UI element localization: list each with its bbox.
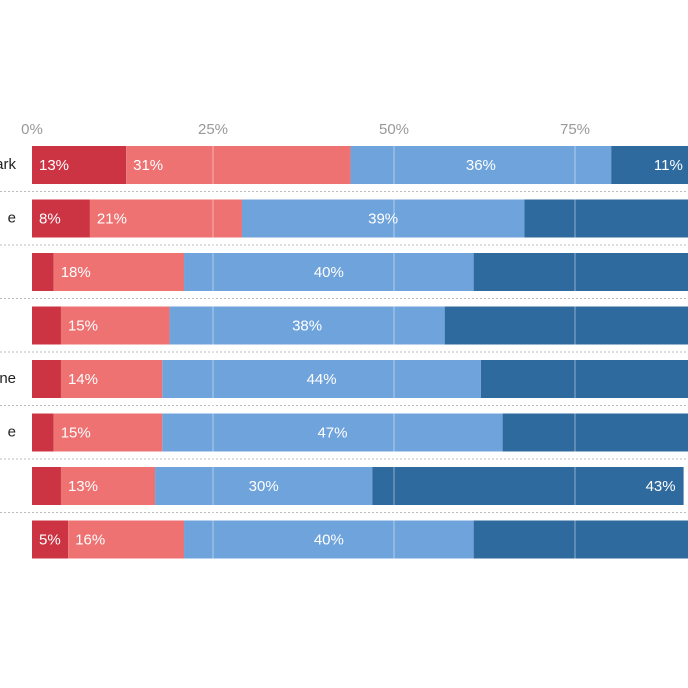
bar-segment [524, 199, 688, 238]
bar-segment [60, 467, 156, 505]
value-label: 16% [75, 531, 105, 548]
bar-segment [241, 199, 525, 238]
bar-segment [184, 520, 474, 559]
value-label: 13% [39, 157, 69, 174]
value-label: 40% [314, 531, 344, 548]
bar-segment [32, 146, 127, 184]
value-label: 15% [68, 317, 98, 334]
bar-segment [372, 467, 684, 505]
value-label: 43% [646, 478, 676, 495]
value-label: 36% [466, 157, 496, 174]
value-label: 11% [654, 157, 683, 174]
bar-segment [60, 306, 170, 345]
category-label: ark [0, 156, 16, 173]
bar-segment [89, 199, 242, 238]
x-tick-label: 0% [21, 121, 43, 138]
bar-segment [473, 520, 688, 559]
value-label: 13% [68, 478, 98, 495]
value-label: 21% [97, 210, 127, 227]
bar-segment [162, 360, 481, 398]
bar-segment [53, 253, 185, 291]
bar-segment [184, 253, 474, 291]
value-label: 44% [307, 371, 337, 388]
x-tick-label: 75% [560, 121, 590, 138]
bar-segment [473, 253, 688, 291]
category-label: e [8, 209, 16, 226]
bar-segment [444, 306, 688, 345]
category-label: e [8, 423, 16, 440]
bar-segment [32, 520, 69, 559]
value-label: 15% [61, 424, 91, 441]
bar-segment [350, 146, 612, 184]
value-label: 31% [133, 157, 163, 174]
value-label: 47% [317, 424, 347, 441]
bar-segment [32, 467, 61, 505]
bar-segment [162, 413, 503, 452]
value-label: 30% [249, 478, 279, 495]
bar-segment [53, 413, 163, 452]
bar-segment [32, 253, 54, 291]
value-label: 40% [314, 264, 344, 281]
bar-segment [480, 360, 688, 398]
bar-segment [32, 360, 61, 398]
value-label: 39% [368, 210, 398, 227]
value-label: 8% [39, 210, 61, 227]
value-label: 14% [68, 371, 98, 388]
category-label: ne [0, 370, 16, 387]
value-label: 18% [61, 264, 91, 281]
bar-segment [32, 199, 90, 238]
bar-segment [32, 413, 54, 452]
bar-segment [169, 306, 445, 345]
bar-segment [60, 360, 163, 398]
bar-segment [32, 306, 61, 345]
x-tick-label: 50% [379, 121, 409, 138]
bar-segment [502, 413, 688, 452]
x-tick-label: 25% [198, 121, 228, 138]
bar-segment [126, 146, 351, 184]
value-label: 38% [292, 317, 322, 334]
value-label: 5% [39, 531, 61, 548]
bar-segment [611, 146, 688, 184]
bar-segment [155, 467, 373, 505]
bar-segment [68, 520, 185, 559]
